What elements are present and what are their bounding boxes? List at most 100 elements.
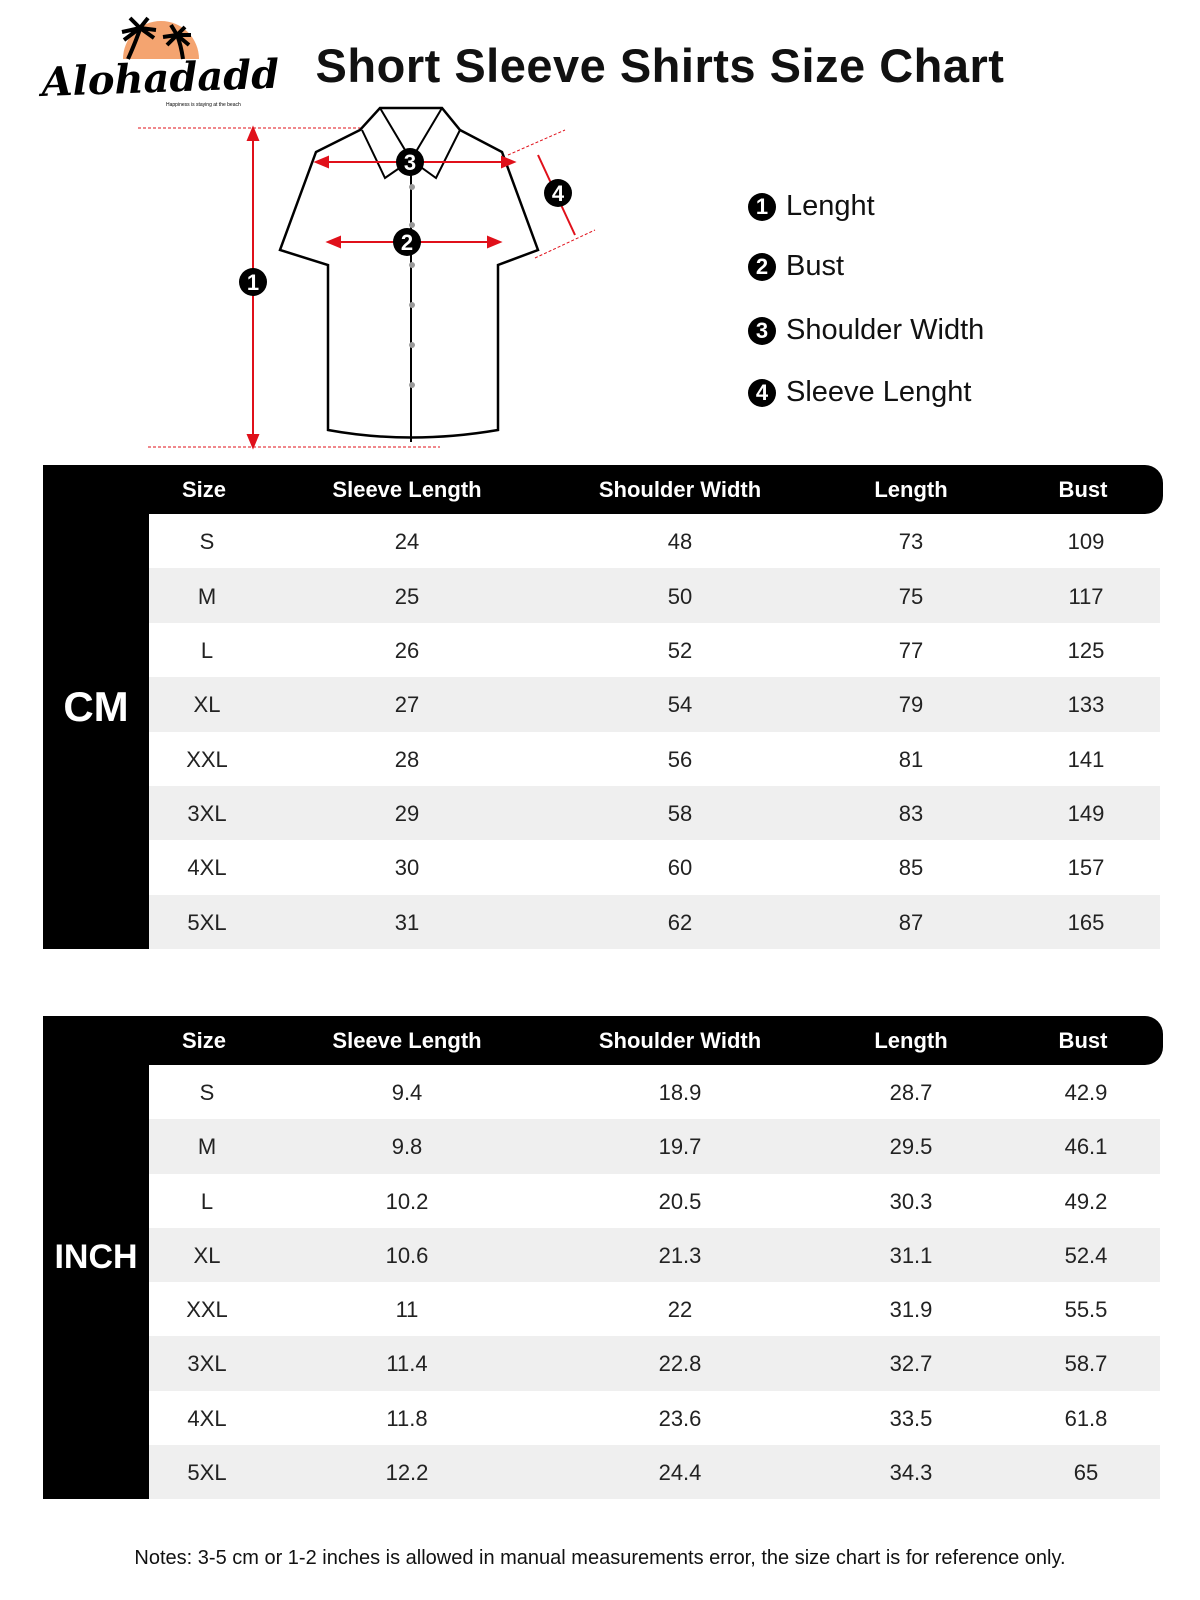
size-table-cm: Size Sleeve Length Shoulder Width Length Bus… xyxy=(43,465,1163,949)
table-cell: M xyxy=(197,1134,217,1160)
table-row: XL 27 54 79 133 xyxy=(149,677,1160,732)
column-header: Length xyxy=(874,477,948,502)
table-header: Size Sleeve Length Shoulder Width Length Bus… xyxy=(43,465,1163,514)
marker-3: 3 xyxy=(404,150,416,175)
table-cell: 20.5 xyxy=(658,1188,702,1214)
legend-item-length: 1 Lenght xyxy=(748,190,875,223)
column-header: Bust xyxy=(1058,477,1108,502)
table-cell: 149 xyxy=(1067,801,1105,827)
table-cell: XL xyxy=(193,1242,221,1268)
table-cell: 12.2 xyxy=(385,1459,429,1485)
table-cell: 25 xyxy=(394,583,420,609)
table-cell: 79 xyxy=(898,692,924,718)
table-cell: 61.8 xyxy=(1064,1405,1108,1431)
table-cell: 31.9 xyxy=(889,1297,933,1323)
column-header: Size xyxy=(181,477,227,502)
number-badge: 2 xyxy=(748,252,776,281)
table-cell: 30 xyxy=(394,855,420,881)
legend-item-bust: 2 Bust xyxy=(748,250,844,283)
notes: Notes: 3-5 cm or 1-2 inches is allowed i… xyxy=(134,1547,1066,1569)
size-table-inch: Size Sleeve Length Shoulder Width Length Bus… xyxy=(43,1016,1163,1499)
table-cell: S xyxy=(199,529,215,555)
table-cell: 29 xyxy=(394,801,420,827)
page-title: Short Sleeve Shirts Size Chart xyxy=(315,39,1005,92)
table-cell: 24 xyxy=(394,529,420,555)
table-row: M 25 50 75 117 xyxy=(149,568,1160,623)
table-cell: 77 xyxy=(898,637,924,663)
table-cell: 24.4 xyxy=(658,1459,702,1485)
svg-text:Happiness is staying at the be: Happiness is staying at the beach xyxy=(166,102,241,108)
table-cell: XL xyxy=(193,692,221,718)
table-cell: 22.8 xyxy=(658,1351,702,1377)
table-cell: 28.7 xyxy=(889,1080,933,1106)
table-cell: 73 xyxy=(898,529,924,555)
table-cell: 109 xyxy=(1067,529,1105,555)
table-cell: 157 xyxy=(1067,855,1105,881)
table-row: XXL 28 56 81 141 xyxy=(149,732,1160,786)
legend-item-sleeve: 4 Sleeve Lenght xyxy=(748,376,971,409)
table-cell: 11.4 xyxy=(386,1351,428,1377)
table-cell: 26 xyxy=(394,637,420,663)
table-cell: 28 xyxy=(394,746,420,772)
table-cell: 11 xyxy=(395,1297,419,1323)
table-row: 5XL 31 62 87 165 xyxy=(149,894,1160,949)
table-cell: 60 xyxy=(667,855,693,881)
table-row: 3XL 11.4 22.8 32.7 58.7 xyxy=(149,1336,1160,1391)
table-cell: 54 xyxy=(667,692,693,718)
table-cell: 58 xyxy=(667,801,693,827)
table-cell: 117 xyxy=(1068,583,1104,609)
table-cell: 23.6 xyxy=(658,1405,702,1431)
column-header: Size xyxy=(181,1028,227,1053)
table-cell: 22 xyxy=(667,1297,693,1323)
number-badge: 3 xyxy=(748,316,776,345)
table-cell: 141 xyxy=(1067,746,1105,772)
number-badge: 4 xyxy=(748,378,776,407)
table-cell: 34.3 xyxy=(889,1459,933,1485)
table-cell: 133 xyxy=(1067,692,1105,718)
legend-label: Bust xyxy=(786,250,845,282)
table-cell: 55.5 xyxy=(1064,1297,1108,1323)
table-cell: 65 xyxy=(1073,1459,1099,1485)
column-header: Bust xyxy=(1058,1028,1108,1053)
number-badge: 1 xyxy=(748,192,776,221)
table-row: XXL 11 22 31.9 55.5 xyxy=(149,1282,1160,1336)
table-cell: 50 xyxy=(667,583,693,609)
table-cell: 18.9 xyxy=(658,1080,702,1106)
table-cell: 5XL xyxy=(187,1459,227,1485)
table-cell: 30.3 xyxy=(889,1188,933,1214)
table-cell: 9.8 xyxy=(391,1134,423,1160)
table-cell: S xyxy=(199,1080,215,1106)
legend-label: Shoulder Width xyxy=(786,314,985,346)
table-cell: 49.2 xyxy=(1064,1188,1108,1214)
column-header: Sleeve Length xyxy=(332,477,482,502)
table-cell: 31 xyxy=(394,909,420,935)
table-row: S 24 48 73 109 xyxy=(149,514,1160,568)
table-cell: 165 xyxy=(1067,909,1105,935)
table-row: L 26 52 77 125 xyxy=(149,623,1160,677)
shirt-diagram: 1 2 3 4 xyxy=(130,100,610,455)
svg-text:Alohadaddy: Alohadaddy xyxy=(38,50,278,106)
table-header: Size Sleeve Length Shoulder Width Length Bus… xyxy=(43,1016,1163,1065)
table-cell: 48 xyxy=(667,529,693,555)
table-row: 5XL 12.2 24.4 34.3 65 xyxy=(149,1444,1160,1499)
table-cell: 87 xyxy=(898,909,924,935)
table-cell: 29.5 xyxy=(889,1134,933,1160)
table-cell: 3XL xyxy=(187,801,227,827)
table-row: XL 10.6 21.3 31.1 52.4 xyxy=(149,1227,1160,1282)
legend-item-shoulder: 3 Shoulder Width xyxy=(748,314,984,347)
table-cell: 3XL xyxy=(187,1351,227,1377)
table-cell: 5XL xyxy=(187,909,227,935)
column-header: Sleeve Length xyxy=(332,1028,482,1053)
table-cell: M xyxy=(197,583,217,609)
column-header: Length xyxy=(874,1028,948,1053)
marker-2: 2 xyxy=(401,230,413,255)
unit-label: CM xyxy=(43,465,149,949)
table-cell: 75 xyxy=(898,583,924,609)
table-cell: L xyxy=(200,1188,214,1214)
brand-logo: Alohadaddy Happiness is staying at the b… xyxy=(37,14,306,124)
table-cell: 81 xyxy=(898,746,924,772)
table-cell: 21.3 xyxy=(658,1242,702,1268)
table-cell: 46.1 xyxy=(1064,1134,1108,1160)
marker-4: 4 xyxy=(552,181,565,206)
table-cell: 33.5 xyxy=(889,1405,933,1431)
